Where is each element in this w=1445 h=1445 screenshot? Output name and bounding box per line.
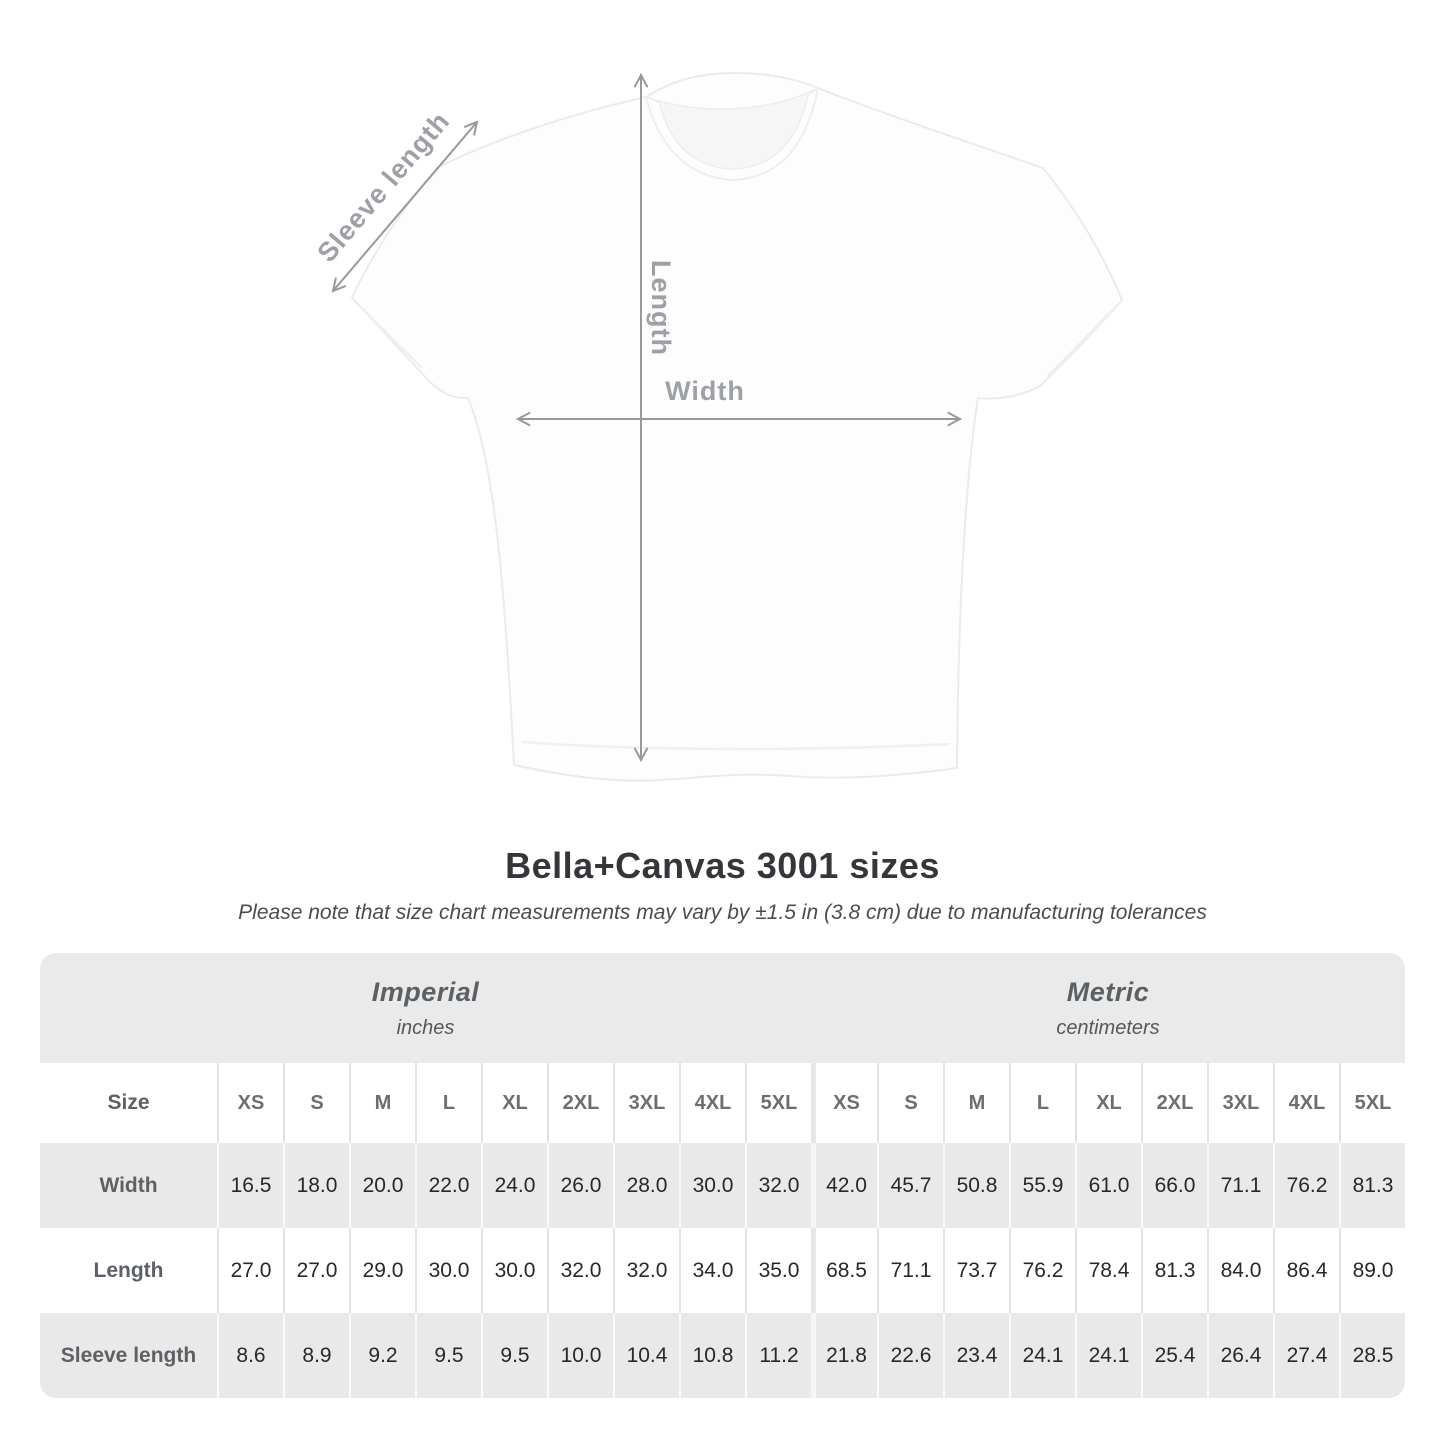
size-col-header: XS bbox=[811, 1063, 877, 1143]
page-subtitle: Please note that size chart measurements… bbox=[238, 901, 1207, 924]
measurement-value: 10.4 bbox=[613, 1313, 679, 1398]
page-title: Bella+Canvas 3001 sizes bbox=[505, 845, 940, 886]
measurement-value: 81.3 bbox=[1339, 1143, 1405, 1228]
measurement-value: 20.0 bbox=[349, 1143, 415, 1228]
size-row-label: Size bbox=[40, 1063, 217, 1143]
measurement-value: 68.5 bbox=[811, 1228, 877, 1313]
size-col-header: S bbox=[877, 1063, 943, 1143]
measurement-value: 81.3 bbox=[1141, 1228, 1207, 1313]
imperial-group-header: Imperial inches bbox=[40, 953, 811, 1063]
measurement-value: 28.5 bbox=[1339, 1313, 1405, 1398]
size-col-header: 3XL bbox=[1207, 1063, 1273, 1143]
size-col-header: 4XL bbox=[679, 1063, 745, 1143]
measurement-value: 78.4 bbox=[1075, 1228, 1141, 1313]
tshirt-left-cuff-seam bbox=[361, 307, 423, 369]
length-label: Length bbox=[646, 260, 676, 356]
measurement-value: 32.0 bbox=[547, 1228, 613, 1313]
measurement-row-label: Sleeve length bbox=[40, 1313, 217, 1398]
measurement-value: 61.0 bbox=[1075, 1143, 1141, 1228]
size-col-header: L bbox=[1009, 1063, 1075, 1143]
measurement-value: 29.0 bbox=[349, 1228, 415, 1313]
measurement-value: 26.4 bbox=[1207, 1313, 1273, 1398]
measurement-value: 32.0 bbox=[745, 1143, 811, 1228]
measurement-value: 45.7 bbox=[877, 1143, 943, 1228]
measurement-value: 21.8 bbox=[811, 1313, 877, 1398]
size-col-header: 4XL bbox=[1273, 1063, 1339, 1143]
measurement-value: 18.0 bbox=[283, 1143, 349, 1228]
measurement-value: 10.0 bbox=[547, 1313, 613, 1398]
measurement-value: 35.0 bbox=[745, 1228, 811, 1313]
measurement-value: 25.4 bbox=[1141, 1313, 1207, 1398]
size-col-header: XS bbox=[217, 1063, 283, 1143]
measurement-value: 30.0 bbox=[679, 1143, 745, 1228]
measurement-value: 50.8 bbox=[943, 1143, 1009, 1228]
tshirt-measurement-diagram: Sleeve length Length Width bbox=[312, 72, 1123, 782]
size-col-header: 5XL bbox=[1339, 1063, 1405, 1143]
metric-group-label: Metric bbox=[1066, 976, 1150, 1007]
length-arrow bbox=[633, 72, 649, 763]
sleeve-length-arrow bbox=[331, 120, 479, 293]
measurement-value: 66.0 bbox=[1141, 1143, 1207, 1228]
size-col-header: 5XL bbox=[745, 1063, 811, 1143]
measurement-value: 30.0 bbox=[415, 1228, 481, 1313]
measurement-value: 22.0 bbox=[415, 1143, 481, 1228]
measurement-value: 8.6 bbox=[217, 1313, 283, 1398]
measurement-value: 16.5 bbox=[217, 1143, 283, 1228]
measurement-value: 55.9 bbox=[1009, 1143, 1075, 1228]
imperial-group-sublabel: inches bbox=[396, 1016, 455, 1039]
tshirt-right-cuff-seam bbox=[1047, 309, 1113, 377]
measurement-value: 73.7 bbox=[943, 1228, 1009, 1313]
tshirt-collar-seam bbox=[645, 87, 819, 182]
measurement-value: 42.0 bbox=[811, 1143, 877, 1228]
size-col-header: 2XL bbox=[547, 1063, 613, 1143]
measurement-value: 76.2 bbox=[1273, 1143, 1339, 1228]
measurement-value: 24.0 bbox=[481, 1143, 547, 1228]
metric-group-header: Metric centimeters bbox=[811, 953, 1405, 1063]
width-label: Width bbox=[665, 376, 745, 406]
measurement-value: 23.4 bbox=[943, 1313, 1009, 1398]
size-table-grid: Imperial inches Metric centimeters Size X… bbox=[40, 953, 1405, 1398]
measurement-value: 24.1 bbox=[1009, 1313, 1075, 1398]
size-table: Imperial inches Metric centimeters Size X… bbox=[40, 953, 1405, 1398]
measurement-value: 84.0 bbox=[1207, 1228, 1273, 1313]
measurement-value: 8.9 bbox=[283, 1313, 349, 1398]
size-col-header: L bbox=[415, 1063, 481, 1143]
size-col-header: XL bbox=[481, 1063, 547, 1143]
measurement-value: 27.4 bbox=[1273, 1313, 1339, 1398]
measurement-value: 27.0 bbox=[283, 1228, 349, 1313]
width-arrow bbox=[515, 411, 963, 427]
measurement-value: 76.2 bbox=[1009, 1228, 1075, 1313]
measurement-value: 24.1 bbox=[1075, 1313, 1141, 1398]
size-col-header: M bbox=[349, 1063, 415, 1143]
metric-group-sublabel: centimeters bbox=[1056, 1016, 1160, 1039]
measurement-value: 34.0 bbox=[679, 1228, 745, 1313]
size-col-header: S bbox=[283, 1063, 349, 1143]
measurement-value: 71.1 bbox=[877, 1228, 943, 1313]
size-col-header: 2XL bbox=[1141, 1063, 1207, 1143]
measurement-row-label: Length bbox=[40, 1228, 217, 1313]
measurement-value: 9.5 bbox=[481, 1313, 547, 1398]
measurement-value: 26.0 bbox=[547, 1143, 613, 1228]
measurement-value: 32.0 bbox=[613, 1228, 679, 1313]
measurement-value: 27.0 bbox=[217, 1228, 283, 1313]
measurement-value: 30.0 bbox=[481, 1228, 547, 1313]
measurement-row-label: Width bbox=[40, 1143, 217, 1228]
measurement-value: 9.2 bbox=[349, 1313, 415, 1398]
size-col-header: 3XL bbox=[613, 1063, 679, 1143]
measurement-value: 9.5 bbox=[415, 1313, 481, 1398]
measurement-value: 10.8 bbox=[679, 1313, 745, 1398]
measurement-value: 11.2 bbox=[745, 1313, 811, 1398]
size-col-header: XL bbox=[1075, 1063, 1141, 1143]
tshirt-neck-opening bbox=[645, 87, 819, 170]
measurement-value: 71.1 bbox=[1207, 1143, 1273, 1228]
measurement-value: 89.0 bbox=[1339, 1228, 1405, 1313]
imperial-group-label: Imperial bbox=[371, 976, 480, 1007]
measurement-value: 22.6 bbox=[877, 1313, 943, 1398]
measurement-value: 86.4 bbox=[1273, 1228, 1339, 1313]
size-col-header: M bbox=[943, 1063, 1009, 1143]
tshirt-hem-seam bbox=[521, 740, 951, 751]
measurement-value: 28.0 bbox=[613, 1143, 679, 1228]
